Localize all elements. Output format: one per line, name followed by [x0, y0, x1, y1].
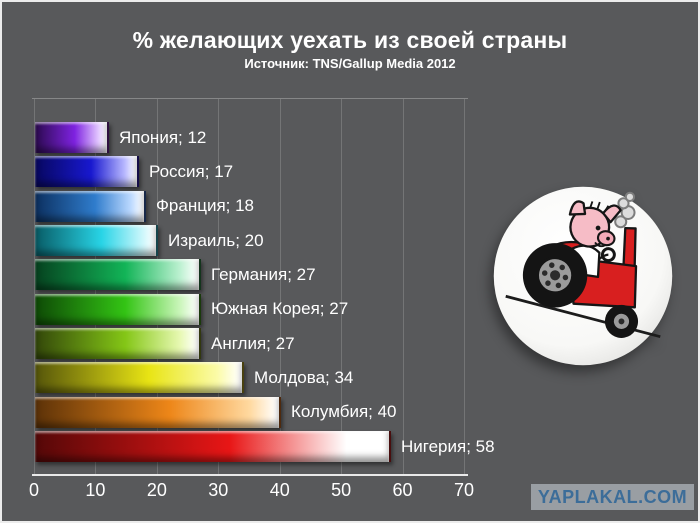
bar-1 — [35, 122, 109, 153]
gridline — [218, 99, 220, 474]
x-axis-tick-label: 10 — [85, 480, 106, 500]
bar-8 — [35, 362, 244, 394]
x-axis-line — [32, 474, 468, 476]
bar-value-label: Израиль; 20 — [168, 230, 264, 250]
pig-tractor-badge-illustration — [493, 186, 673, 366]
bar-value-label: Германия; 27 — [211, 264, 316, 284]
gridline — [464, 99, 465, 474]
bar-value-label: Колумбия; 40 — [291, 402, 397, 422]
chart-title: % желающих уехать из своей страны — [132, 27, 568, 53]
bar-value-label: Англия; 27 — [211, 333, 295, 353]
bar-9 — [35, 396, 281, 428]
bar-7 — [35, 328, 201, 360]
gridline — [279, 99, 281, 474]
tractor-and-pig — [522, 200, 639, 338]
gridline — [341, 99, 343, 474]
smoke-icon — [614, 191, 636, 229]
bar-value-label: Япония; 12 — [119, 127, 207, 147]
bar-2 — [35, 156, 139, 188]
gridline — [402, 99, 404, 474]
x-axis-tick-label: 40 — [269, 480, 290, 500]
rear-wheel — [522, 243, 588, 308]
bar-5 — [35, 259, 201, 291]
x-axis-tick-label: 60 — [392, 480, 413, 500]
bar-6 — [35, 293, 201, 325]
gridline — [34, 99, 35, 474]
x-axis-tick-label: 50 — [331, 480, 352, 500]
pig-head — [568, 200, 622, 248]
x-axis-tick-label: 30 — [208, 480, 229, 500]
bar-chart-plot-area: 0 10 20 30 40 50 60 70 Япония; 12 Россия; 17 Франц… — [29, 98, 495, 500]
steering-wheel — [598, 247, 616, 263]
bar-4 — [35, 225, 158, 257]
watermark: YAPLAKAL.COM — [531, 484, 694, 510]
x-axis-tick-label: 70 — [453, 480, 475, 500]
bar-value-label: Молдова; 34 — [254, 367, 354, 387]
front-wheel — [604, 304, 639, 338]
bar-value-label: Франция; 18 — [156, 196, 255, 216]
x-axis-tick-label: 20 — [146, 480, 167, 500]
bar-3 — [35, 190, 146, 222]
chart-subtitle: Источник: TNS/Gallup Media 2012 — [244, 56, 456, 71]
bar-value-label: Южная Корея; 27 — [211, 299, 349, 319]
bar-value-label: Россия; 17 — [149, 161, 234, 181]
bar-10 — [35, 431, 391, 463]
x-axis-tick-label: 0 — [28, 480, 40, 500]
bar-value-label: Нигерия; 58 — [401, 436, 495, 456]
